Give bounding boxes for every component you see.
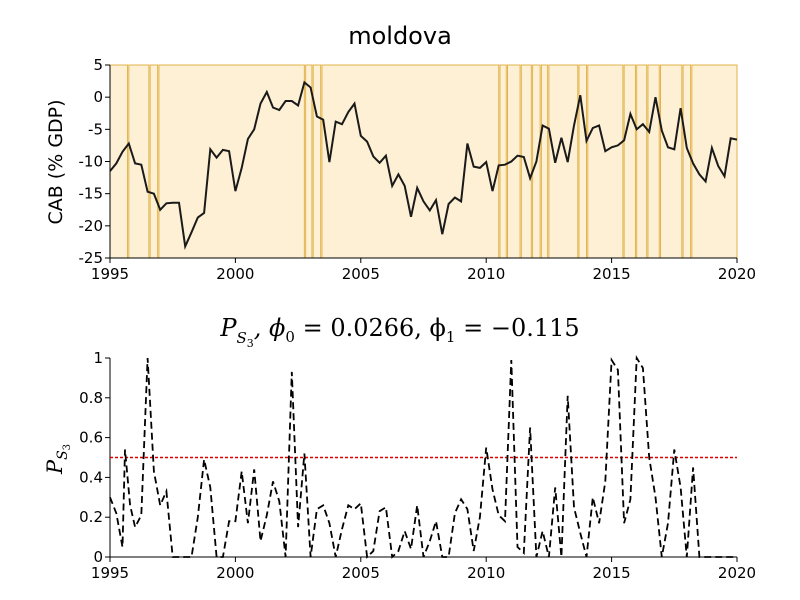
top-cab-line bbox=[109, 80, 738, 250]
shaded-region bbox=[128, 64, 150, 259]
top-x-tick-label: 2020 bbox=[718, 265, 756, 283]
bottom-y-tick-label: 0.8 bbox=[79, 389, 103, 407]
shaded-region bbox=[647, 64, 660, 259]
bottom-y-axis-label: PS3 bbox=[43, 444, 73, 475]
title-3-subsub: 3 bbox=[247, 337, 254, 350]
shaded-region bbox=[548, 64, 579, 259]
shaded-region bbox=[623, 64, 636, 259]
shaded-region bbox=[312, 64, 322, 259]
shaded-region bbox=[636, 64, 648, 259]
top-y-axis-label: CAB (% GDP) bbox=[45, 99, 67, 224]
ylabel-p: P bbox=[43, 459, 67, 475]
top-x-tick-label: 2015 bbox=[593, 265, 631, 283]
top-x-ticks: 1995 2000 2005 2010 2015 2020 bbox=[91, 258, 756, 283]
shaded-region bbox=[578, 64, 588, 259]
top-x-tick-label: 2010 bbox=[467, 265, 505, 283]
title-phi1-sub: 1 bbox=[446, 328, 456, 346]
top-y-tick-label: 0 bbox=[93, 88, 103, 106]
bottom-x-tick-label: 2005 bbox=[342, 564, 380, 582]
bottom-x-tick-label: 2015 bbox=[593, 564, 631, 582]
top-y-tick-label: -5 bbox=[88, 120, 103, 138]
bottom-y-ticks: 0 0.2 0.4 0.6 0.8 1 bbox=[79, 349, 110, 566]
title-phi0-sub: 0 bbox=[285, 328, 295, 346]
top-x-tick-label: 2005 bbox=[342, 265, 380, 283]
top-y-tick-label: -20 bbox=[79, 217, 104, 235]
top-shading-regions bbox=[109, 64, 738, 259]
shaded-region bbox=[109, 64, 129, 259]
shaded-region bbox=[682, 64, 692, 259]
shaded-region bbox=[691, 64, 738, 259]
title-p: P bbox=[219, 314, 237, 342]
shaded-region bbox=[321, 64, 500, 259]
shaded-region bbox=[520, 64, 532, 259]
title-phi1-value: = −0.115 bbox=[455, 314, 579, 342]
bottom-chart: PS3, ϕ0 = 0.0266, ϕ1 = −0.115 1995 2000 20… bbox=[43, 314, 756, 582]
bottom-x-tick-label: 2010 bbox=[467, 564, 505, 582]
bottom-x-tick-label: 2000 bbox=[216, 564, 254, 582]
title-s-sub: S bbox=[237, 329, 247, 347]
ylabel-s-sub: S bbox=[55, 450, 71, 460]
title-phi0-value: = 0.0266, ϕ bbox=[295, 314, 446, 342]
top-y-tick-label: -25 bbox=[79, 249, 104, 267]
bottom-y-tick-label: 1 bbox=[93, 349, 103, 367]
bottom-chart-title: PS3, ϕ0 = 0.0266, ϕ1 = −0.115 bbox=[219, 314, 579, 350]
top-y-tick-label: -15 bbox=[79, 185, 104, 203]
bottom-x-ticks: 1995 2000 2005 2010 2015 2020 bbox=[91, 557, 756, 582]
shaded-region bbox=[660, 64, 683, 259]
title-phi0: , ϕ bbox=[254, 314, 286, 342]
ylabel-3-subsub: 3 bbox=[62, 444, 73, 450]
top-x-tick-label: 2000 bbox=[216, 265, 254, 283]
bottom-probability-line bbox=[109, 355, 737, 559]
top-y-tick-label: 5 bbox=[93, 56, 103, 74]
top-chart-title: moldova bbox=[348, 22, 452, 50]
bottom-x-tick-label: 1995 bbox=[91, 564, 129, 582]
top-y-ticks: 5 0 -5 -10 -15 -20 -25 bbox=[79, 56, 110, 267]
shaded-region bbox=[540, 64, 549, 259]
shaded-region bbox=[149, 64, 159, 259]
shaded-region bbox=[587, 64, 624, 259]
shaded-region bbox=[499, 64, 507, 259]
bottom-x-tick-label: 2020 bbox=[718, 564, 756, 582]
top-y-tick-label: -10 bbox=[79, 153, 104, 171]
top-x-tick-label: 1995 bbox=[91, 265, 129, 283]
bottom-y-tick-label: 0.2 bbox=[79, 508, 103, 526]
bottom-y-tick-label: 0 bbox=[93, 548, 103, 566]
bottom-y-tick-label: 0.4 bbox=[79, 468, 103, 486]
top-chart: moldova 1995 2000 2005 2010 2015 2020 5 0 -5 -10… bbox=[45, 22, 756, 283]
bottom-y-tick-label: 0.6 bbox=[79, 429, 103, 447]
shaded-region bbox=[305, 64, 313, 259]
